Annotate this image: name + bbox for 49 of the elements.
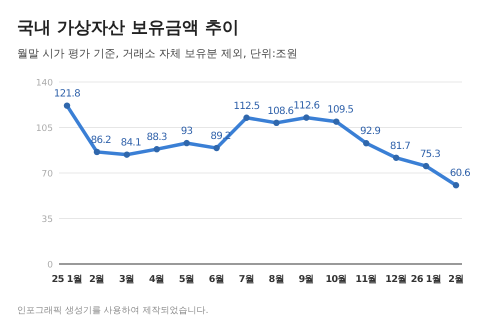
y-tick-label: 35 <box>42 215 53 225</box>
x-tick-label: 26 1월 <box>410 274 442 285</box>
point <box>363 140 370 146</box>
point <box>422 162 430 170</box>
point <box>273 120 280 126</box>
x-tick-label: 25 1월 <box>52 274 82 285</box>
data-label: 108.6 <box>267 106 294 117</box>
point <box>452 182 460 188</box>
data-label: 60.6 <box>450 168 470 180</box>
point <box>64 102 70 109</box>
data-label: 86.2 <box>90 134 112 146</box>
x-tick-label: 11월 <box>355 274 378 285</box>
data-label: 109.5 <box>327 104 354 116</box>
point <box>213 144 220 152</box>
data-label: 112.5 <box>233 100 260 112</box>
y-tick-label: 105 <box>36 124 53 134</box>
data-label: 92.9 <box>360 126 380 138</box>
data-label: 88.3 <box>146 132 168 144</box>
point <box>243 114 250 121</box>
x-tick-label: 12월 <box>385 274 408 285</box>
y-tick-label: 0 <box>47 260 54 270</box>
x-tick-label: 4월 <box>148 274 165 285</box>
x-tick-label: 8월 <box>268 274 284 285</box>
y-tick-label: 140 <box>36 78 54 88</box>
data-label: 75.3 <box>420 149 440 160</box>
x-tick-label: 2월 <box>448 274 464 285</box>
point <box>392 154 400 161</box>
chart-title: 국내 가상자산 보유금액 추이 <box>17 18 239 38</box>
data-label: 112.6 <box>293 100 320 112</box>
y-tick-label: 70 <box>42 170 54 180</box>
point <box>303 114 310 121</box>
x-tick-label: 3월 <box>119 274 135 285</box>
point <box>333 118 340 125</box>
point <box>94 148 100 156</box>
x-tick-label: 7월 <box>238 274 254 285</box>
x-tick-label: 10월 <box>325 274 348 285</box>
point <box>124 151 130 158</box>
point <box>183 140 190 146</box>
data-label: 121.8 <box>54 88 80 100</box>
data-label: 84.1 <box>120 138 142 149</box>
data-label: 93 <box>180 126 193 138</box>
x-tick-label: 9월 <box>298 274 314 285</box>
text: 인포그래픽 생성기를 사용하여 제작되었습니다. <box>17 306 208 316</box>
x-tick-label: 6월 <box>208 274 224 285</box>
x-tick-label: 5월 <box>178 274 195 285</box>
chart-subtitle: 월말 시가 평가 기준, 거래소 자체 보유분 제외, 단위:조원 <box>17 47 298 60</box>
point <box>154 146 160 152</box>
x-tick-label: 2월 <box>89 274 105 285</box>
data-label: 81.7 <box>390 140 410 152</box>
